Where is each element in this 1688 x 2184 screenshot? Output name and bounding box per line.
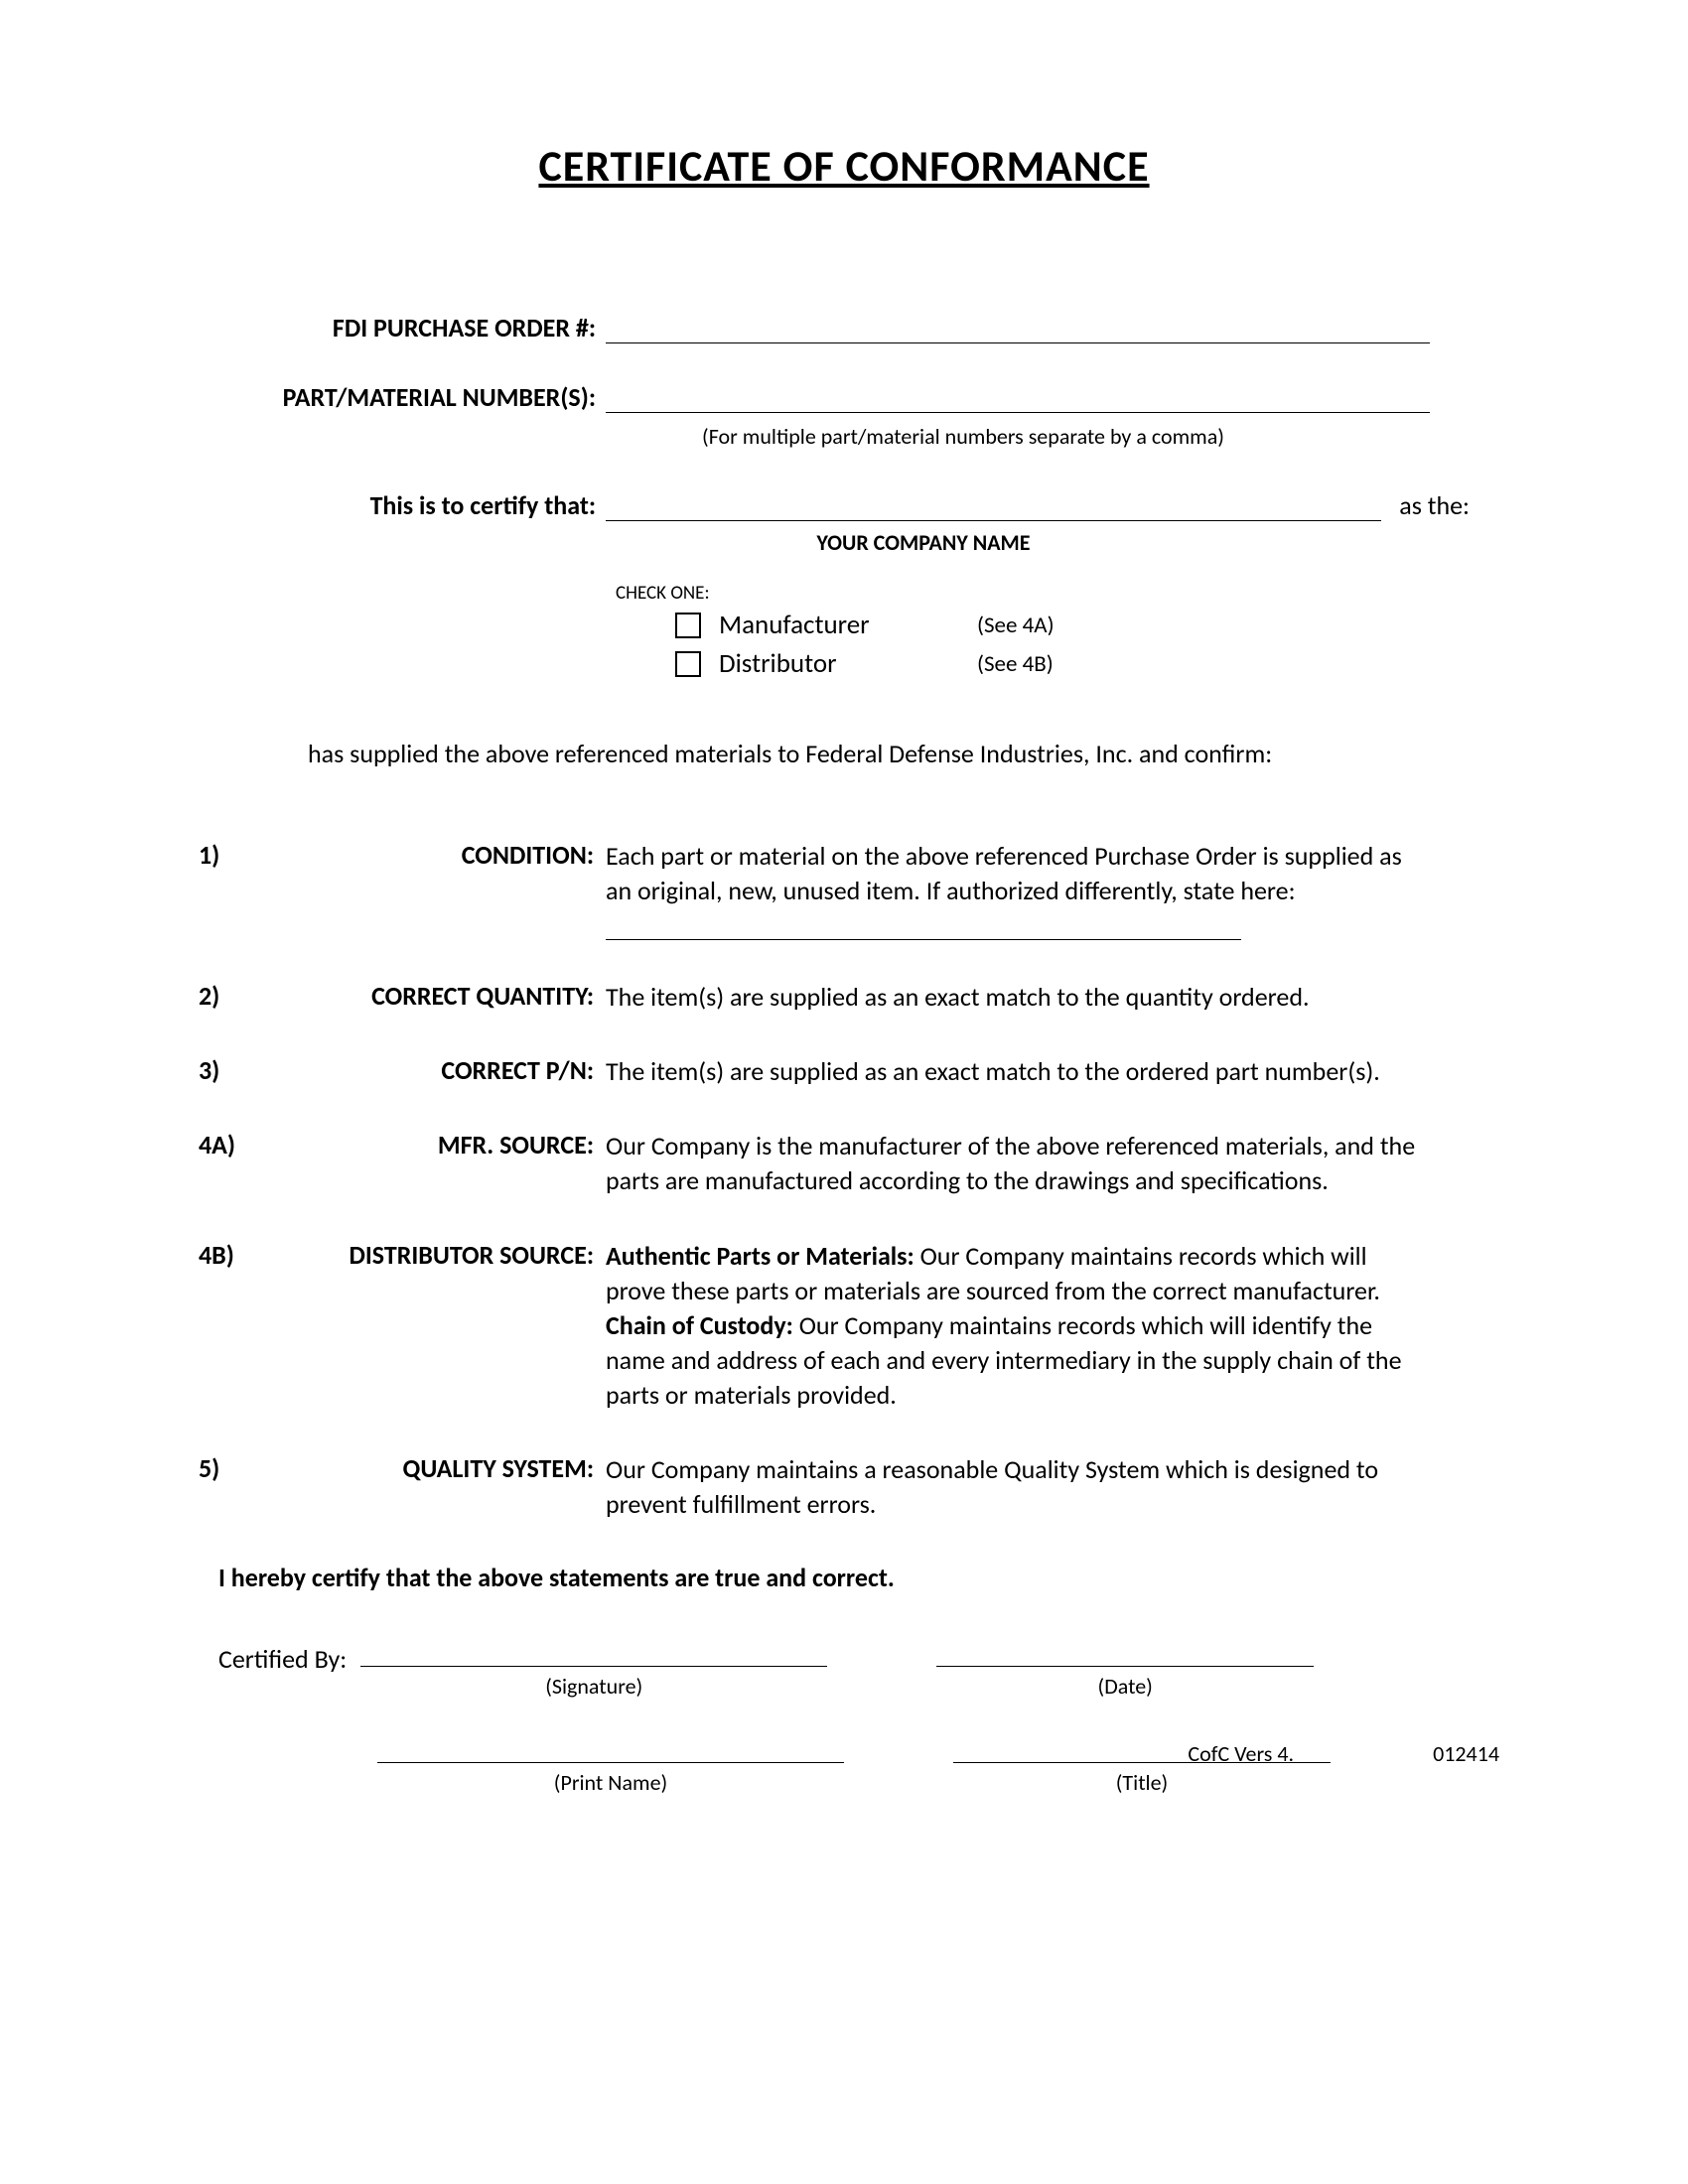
certify-row: This is to certify that: as the: — [179, 489, 1509, 521]
item-3-body: The item(s) are supplied as an exact mat… — [606, 1054, 1509, 1089]
item-5-num: 5) — [179, 1452, 268, 1522]
part-hint: (For multiple part/material numbers sepa… — [616, 423, 1311, 450]
as-the-text: as the: — [1399, 489, 1470, 521]
po-row: FDI PURCHASE ORDER #: — [179, 312, 1509, 343]
item-4b-body: Authentic Parts or Materials: Our Compan… — [606, 1239, 1509, 1413]
manufacturer-checkbox[interactable] — [675, 613, 701, 638]
manufacturer-label: Manufacturer — [719, 609, 977, 641]
item-2: 2) CORRECT QUANTITY: The item(s) are sup… — [179, 980, 1509, 1015]
check-manufacturer-row: Manufacturer (See 4A) — [675, 609, 1509, 641]
po-input-line[interactable] — [606, 316, 1430, 343]
date-col: (Date) — [936, 1643, 1314, 1700]
certificate-page: CERTIFICATE OF CONFORMANCE FDI PURCHASE … — [0, 0, 1688, 2184]
item-4a: 4A) MFR. SOURCE: Our Company is the manu… — [179, 1129, 1509, 1198]
item-2-body: The item(s) are supplied as an exact mat… — [606, 980, 1509, 1015]
item-5-label: QUALITY SYSTEM: — [268, 1452, 606, 1522]
item-4b: 4B) DISTRIBUTOR SOURCE: Authentic Parts … — [179, 1239, 1509, 1413]
part-row: PART/MATERIAL NUMBER(S): — [179, 381, 1509, 413]
item-4a-body: Our Company is the manufacturer of the a… — [606, 1129, 1509, 1198]
item-4a-num: 4A) — [179, 1129, 268, 1198]
part-input-line[interactable] — [606, 385, 1430, 413]
check-distributor-row: Distributor (See 4B) — [675, 647, 1509, 680]
item-2-label: CORRECT QUANTITY: — [268, 980, 606, 1015]
footer-date: 012414 — [1433, 1740, 1499, 1767]
title-caption: (Title) — [953, 1769, 1331, 1796]
printname-caption: (Print Name) — [377, 1769, 844, 1796]
item-3-label: CORRECT P/N: — [268, 1054, 606, 1089]
item-4b-num: 4B) — [179, 1239, 268, 1413]
item-5: 5) QUALITY SYSTEM: Our Company maintains… — [179, 1452, 1509, 1522]
page-title: CERTIFICATE OF CONFORMANCE — [179, 139, 1509, 193]
certify-label: This is to certify that: — [179, 489, 606, 521]
date-line[interactable] — [936, 1643, 1314, 1667]
check-one-heading: CHECK ONE: — [616, 582, 1509, 605]
signature-caption: (Signature) — [360, 1673, 827, 1700]
item-1-label: CONDITION: — [268, 839, 606, 940]
item-4b-bold2: Chain of Custody: — [606, 1309, 793, 1341]
date-caption: (Date) — [936, 1673, 1314, 1700]
certified-by-label: Certified By: — [218, 1643, 347, 1700]
supplied-text: has supplied the above referenced materi… — [308, 738, 1509, 769]
footer-version: CofC Vers 4. — [1188, 1740, 1294, 1767]
item-1-num: 1) — [179, 839, 268, 940]
printname-line[interactable] — [377, 1739, 844, 1763]
item-3: 3) CORRECT P/N: The item(s) are supplied… — [179, 1054, 1509, 1089]
distributor-ref: (See 4B) — [977, 650, 1054, 678]
part-label: PART/MATERIAL NUMBER(S): — [179, 381, 606, 413]
item-1: 1) CONDITION: Each part or material on t… — [179, 839, 1509, 940]
item-4b-label: DISTRIBUTOR SOURCE: — [268, 1239, 606, 1413]
item-3-num: 3) — [179, 1054, 268, 1089]
attestation-text: I hereby certify that the above statemen… — [218, 1562, 1509, 1593]
item-1-body: Each part or material on the above refer… — [606, 839, 1509, 940]
company-input-line[interactable] — [606, 493, 1381, 521]
signature-line[interactable] — [360, 1643, 827, 1667]
condition-input-line[interactable] — [606, 916, 1241, 940]
footer: CofC Vers 4. 012414 — [1188, 1740, 1499, 1767]
signature-row-1: Certified By: (Signature) (Date) — [218, 1643, 1509, 1700]
printname-col: (Print Name) — [377, 1739, 844, 1796]
item-2-num: 2) — [179, 980, 268, 1015]
po-label: FDI PURCHASE ORDER #: — [179, 312, 606, 343]
item-4b-bold1: Authentic Parts or Materials: — [606, 1240, 914, 1272]
manufacturer-ref: (See 4A) — [977, 612, 1055, 639]
item-4a-label: MFR. SOURCE: — [268, 1129, 606, 1198]
signature-col: (Signature) — [360, 1643, 827, 1700]
distributor-label: Distributor — [719, 647, 977, 680]
item-1-text: Each part or material on the above refer… — [606, 840, 1402, 906]
company-hint: YOUR COMPANY NAME — [616, 529, 1231, 556]
distributor-checkbox[interactable] — [675, 651, 701, 677]
item-5-body: Our Company maintains a reasonable Quali… — [606, 1452, 1509, 1522]
